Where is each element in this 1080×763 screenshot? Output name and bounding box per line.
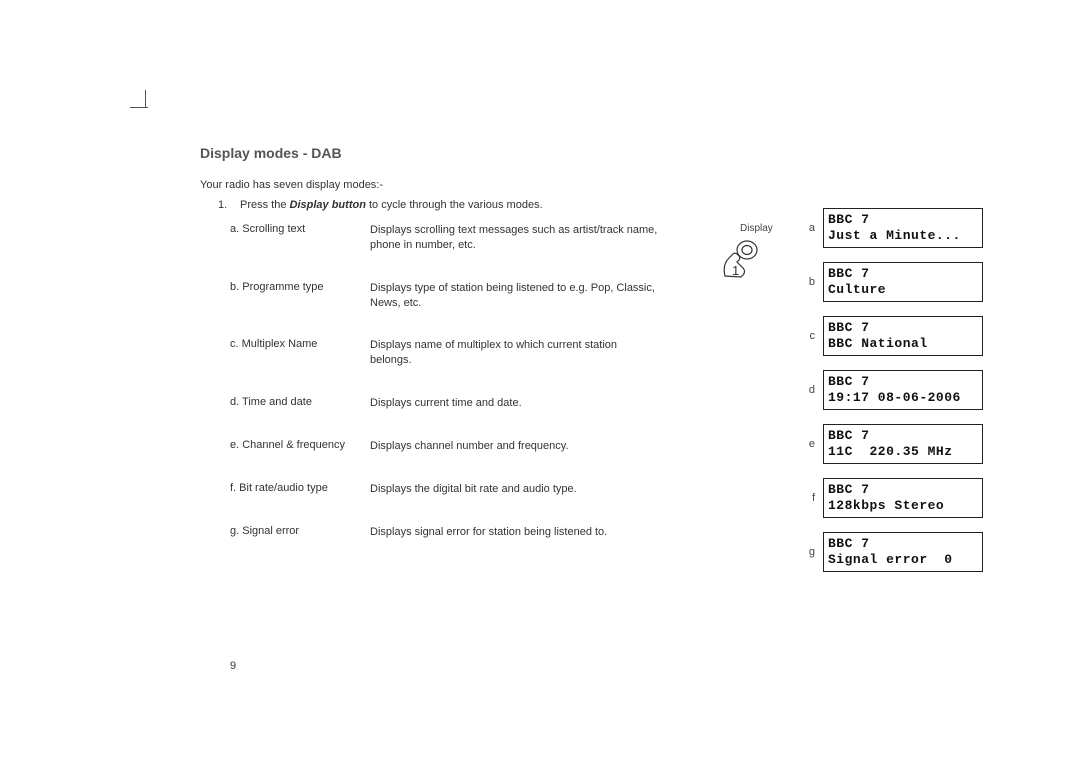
def-label: c. Multiplex Name bbox=[230, 338, 370, 368]
def-desc: Displays scrolling text messages such as… bbox=[370, 223, 660, 253]
definitions-table: a. Scrolling text Displays scrolling tex… bbox=[230, 223, 660, 539]
lcd-screen: BBC 7 Just a Minute... bbox=[823, 208, 983, 248]
def-label: g. Signal error bbox=[230, 525, 370, 540]
lcd-screen: BBC 7 128kbps Stereo bbox=[823, 478, 983, 518]
lcd-screen: BBC 7 19:17 08-06-2006 bbox=[823, 370, 983, 410]
def-row: d. Time and date Displays current time a… bbox=[230, 396, 660, 411]
lcd-line2: BBC National bbox=[828, 336, 978, 352]
lcd-item: a BBC 7 Just a Minute... bbox=[805, 208, 990, 248]
lcd-letter: d bbox=[805, 384, 815, 396]
display-caption: Display bbox=[740, 223, 773, 234]
def-row: f. Bit rate/audio type Displays the digi… bbox=[230, 482, 660, 497]
lcd-line1: BBC 7 bbox=[828, 536, 978, 552]
step-number: 1. bbox=[218, 199, 230, 211]
lcd-line2: 19:17 08-06-2006 bbox=[828, 390, 978, 406]
intro-text: Your radio has seven display modes:- bbox=[200, 179, 990, 191]
lcd-item: d BBC 7 19:17 08-06-2006 bbox=[805, 370, 990, 410]
def-desc: Displays the digital bit rate and audio … bbox=[370, 482, 577, 497]
def-desc: Displays channel number and frequency. bbox=[370, 439, 569, 454]
def-row: g. Signal error Displays signal error fo… bbox=[230, 525, 660, 540]
lcd-line2: Signal error 0 bbox=[828, 552, 978, 568]
lcd-screen: BBC 7 Signal error 0 bbox=[823, 532, 983, 572]
section-heading: Display modes - DAB bbox=[200, 145, 990, 161]
step-text-before: Press the bbox=[240, 199, 290, 211]
def-label: f. Bit rate/audio type bbox=[230, 482, 370, 497]
lcd-letter: b bbox=[805, 276, 815, 288]
def-desc: Displays signal error for station being … bbox=[370, 525, 607, 540]
lcd-item: f BBC 7 128kbps Stereo bbox=[805, 478, 990, 518]
lcd-letter: a bbox=[805, 222, 815, 234]
lcd-line2: Just a Minute... bbox=[828, 228, 978, 244]
lcd-line1: BBC 7 bbox=[828, 428, 978, 444]
def-label: a. Scrolling text bbox=[230, 223, 370, 253]
def-row: e. Channel & frequency Displays channel … bbox=[230, 439, 660, 454]
lcd-screen: BBC 7 11C 220.35 MHz bbox=[823, 424, 983, 464]
page-number: 9 bbox=[230, 660, 236, 672]
step-text-bold: Display button bbox=[290, 199, 366, 211]
lcd-line2: Culture bbox=[828, 282, 978, 298]
crop-mark-h bbox=[130, 107, 148, 108]
step-text-after: to cycle through the various modes. bbox=[366, 199, 543, 211]
lcd-line1: BBC 7 bbox=[828, 266, 978, 282]
lcd-item: g BBC 7 Signal error 0 bbox=[805, 532, 990, 572]
lcd-letter: e bbox=[805, 438, 815, 450]
def-desc: Displays type of station being listened … bbox=[370, 281, 660, 311]
press-button-icon: 1 bbox=[715, 236, 763, 278]
def-row: c. Multiplex Name Displays name of multi… bbox=[230, 338, 660, 368]
lcd-letter: g bbox=[805, 546, 815, 558]
lcd-line1: BBC 7 bbox=[828, 482, 978, 498]
lcd-item: c BBC 7 BBC National bbox=[805, 316, 990, 356]
crop-mark-v bbox=[145, 90, 146, 108]
def-row: b. Programme type Displays type of stati… bbox=[230, 281, 660, 311]
lcd-letter: c bbox=[805, 330, 815, 342]
def-desc: Displays current time and date. bbox=[370, 396, 522, 411]
lcd-screen: BBC 7 BBC National bbox=[823, 316, 983, 356]
lcd-line1: BBC 7 bbox=[828, 320, 978, 336]
lcd-item: e BBC 7 11C 220.35 MHz bbox=[805, 424, 990, 464]
def-desc: Displays name of multiplex to which curr… bbox=[370, 338, 660, 368]
lcd-letter: f bbox=[805, 492, 815, 504]
def-label: d. Time and date bbox=[230, 396, 370, 411]
lcd-examples: a BBC 7 Just a Minute... b BBC 7 Culture… bbox=[805, 208, 990, 572]
def-label: e. Channel & frequency bbox=[230, 439, 370, 454]
step-text: Press the Display button to cycle throug… bbox=[240, 199, 543, 211]
lcd-line1: BBC 7 bbox=[828, 212, 978, 228]
button-number-text: 1 bbox=[732, 263, 739, 278]
lcd-line2: 11C 220.35 MHz bbox=[828, 444, 978, 460]
lcd-item: b BBC 7 Culture bbox=[805, 262, 990, 302]
lcd-line1: BBC 7 bbox=[828, 374, 978, 390]
lcd-line2: 128kbps Stereo bbox=[828, 498, 978, 514]
def-row: a. Scrolling text Displays scrolling tex… bbox=[230, 223, 660, 253]
def-label: b. Programme type bbox=[230, 281, 370, 311]
lcd-screen: BBC 7 Culture bbox=[823, 262, 983, 302]
